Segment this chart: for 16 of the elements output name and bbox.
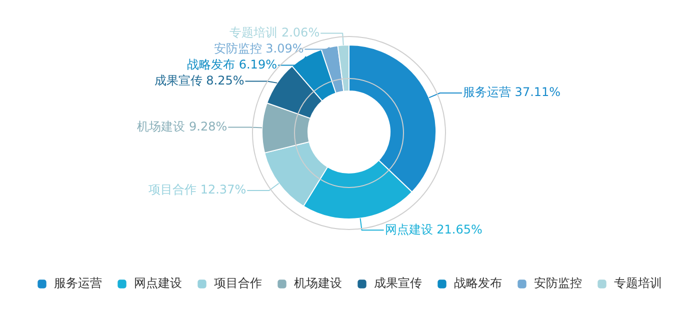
category-label: 服务运营 37.11%: [462, 85, 561, 100]
legend-label: 网点建设: [134, 276, 182, 290]
legend-label: 战略发布: [454, 276, 502, 290]
legend-label: 服务运营: [54, 276, 102, 290]
category-label: 机场建设 9.28%: [137, 119, 228, 134]
category-label: 网点建设 21.65%: [384, 222, 482, 236]
legend-label: 机场建设: [294, 276, 342, 290]
category-label: 战略发布 6.19%: [187, 57, 277, 72]
legend-label: 项目合作: [214, 276, 262, 290]
category-label: 专题培训 2.06%: [230, 25, 320, 40]
legend-label: 专题培训: [614, 276, 662, 290]
category-label: 成果宣传 8.25%: [154, 73, 244, 88]
legend-label: 成果宣传: [374, 276, 422, 290]
legend-label: 安防监控: [534, 276, 582, 290]
category-label: 安防监控 3.09%: [214, 41, 304, 56]
category-label: 项目合作 12.37%: [148, 182, 246, 197]
